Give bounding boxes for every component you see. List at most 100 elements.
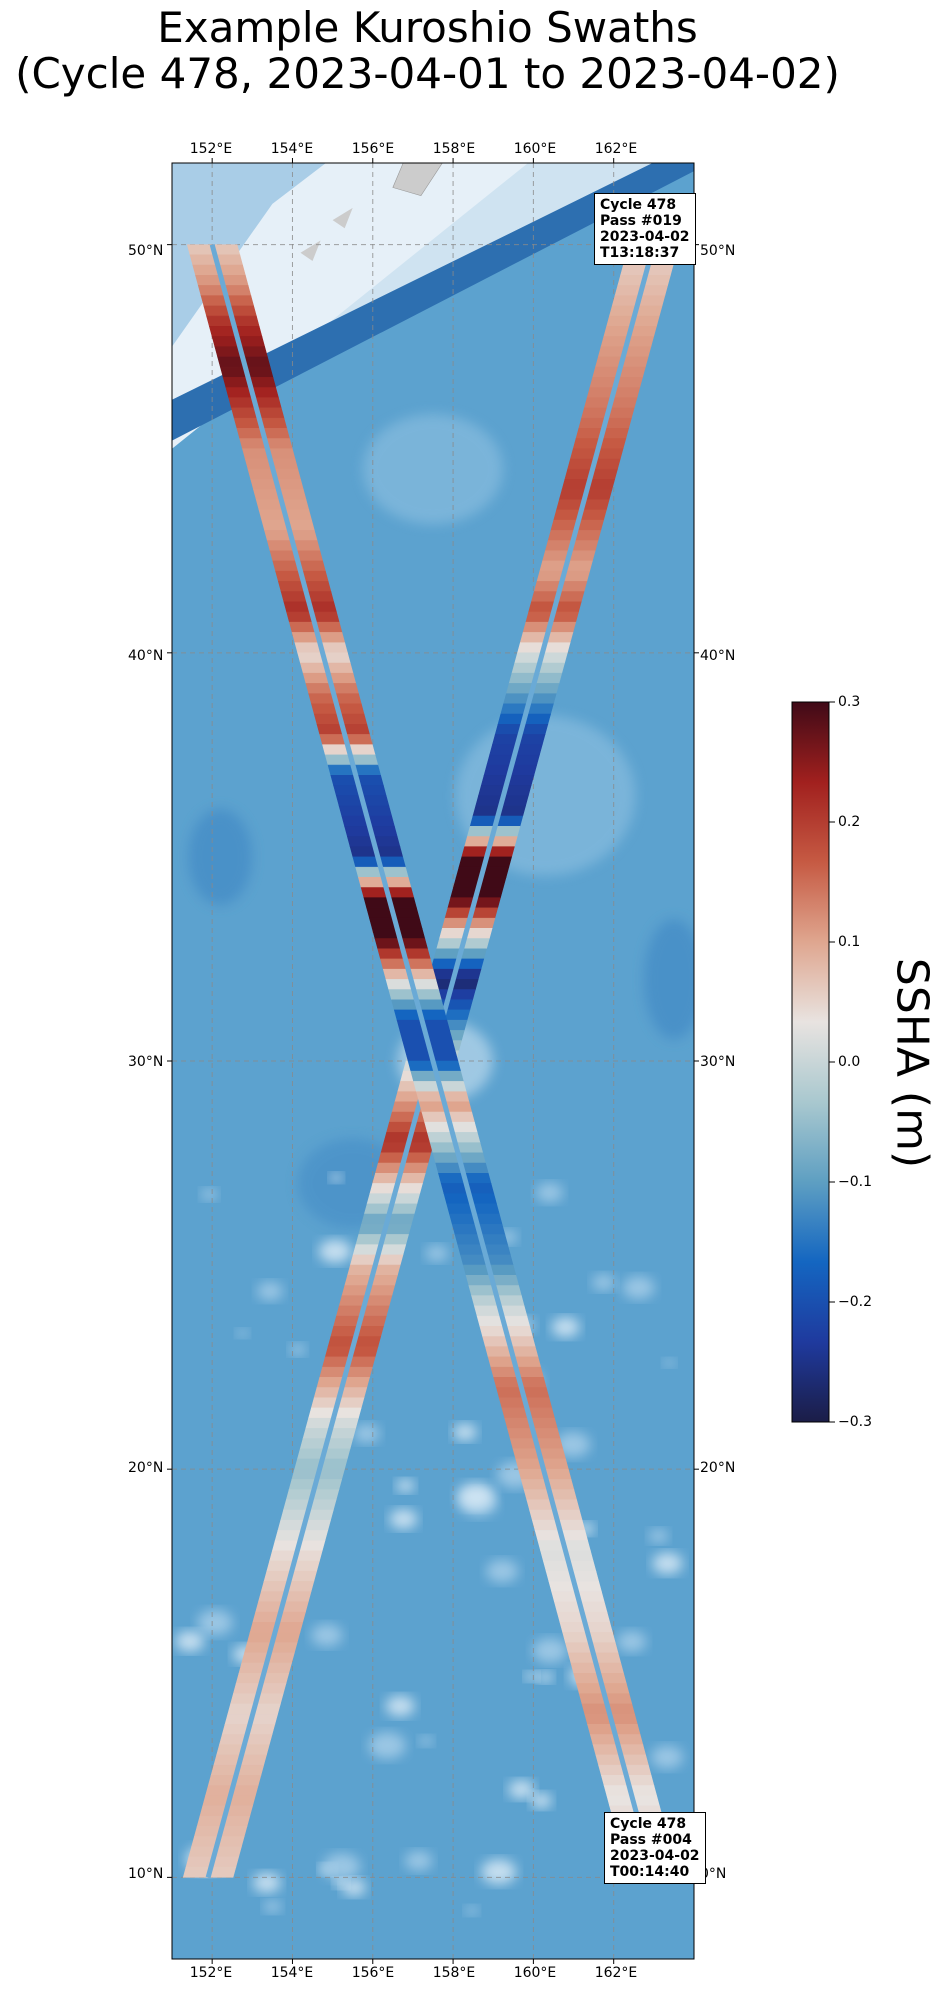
seamount <box>353 1424 380 1443</box>
seamount <box>530 1793 552 1809</box>
lat-tick-left: 10°N <box>128 1866 164 1882</box>
seamount <box>289 1343 306 1356</box>
seamount <box>418 1735 434 1747</box>
seamount <box>341 1878 366 1897</box>
lon-tick-bottom: 154°E <box>270 1965 314 1981</box>
seamount <box>536 1182 564 1203</box>
seamount <box>555 1432 591 1458</box>
lon-tick-bottom: 162°E <box>594 1965 638 1981</box>
seamount <box>524 1671 539 1682</box>
lon-tick-top: 158°E <box>432 141 476 157</box>
seamount <box>465 1905 479 1916</box>
lon-tick-bottom: 152°E <box>189 1965 233 1981</box>
seamount <box>486 1559 519 1583</box>
annotation-line: Cycle 478 <box>610 1816 687 1832</box>
seamount <box>389 1509 418 1530</box>
annotation-line: 2023-04-02 <box>600 229 690 245</box>
colorbar-tick-label: 0.3 <box>838 694 861 710</box>
deep-basin <box>188 808 253 905</box>
lat-tick-right: 40°N <box>700 648 736 664</box>
deep-basin <box>643 919 694 1040</box>
seamount <box>396 1479 415 1493</box>
lon-tick-top: 156°E <box>351 141 395 157</box>
island <box>300 240 321 261</box>
lat-tick-right: 20°N <box>700 1460 736 1476</box>
seamount <box>175 1630 205 1652</box>
tick-marks <box>167 158 699 1964</box>
seamount <box>201 1188 218 1201</box>
colorbar-tick-label: 0.1 <box>838 934 861 950</box>
seamount <box>481 1859 517 1885</box>
colorbar-tick-label: −0.2 <box>838 1294 872 1310</box>
lat-tick-left: 50°N <box>128 243 164 259</box>
lat-tick-right: 30°N <box>700 1054 736 1070</box>
seamount <box>648 1529 669 1544</box>
seamount <box>537 1671 554 1683</box>
lon-tick-top: 154°E <box>270 141 314 157</box>
lat-tick-left: 30°N <box>128 1054 164 1070</box>
pass-019-annotation: Cycle 478 Pass #019 2023-04-02 T13:18:37 <box>594 193 696 265</box>
annotation-line: Pass #004 <box>610 1832 692 1848</box>
colorbar-gradient <box>791 701 830 1423</box>
seamount <box>651 1745 684 1769</box>
annotation-line: T00:14:40 <box>610 1864 690 1880</box>
annotation-line: 2023-04-02 <box>610 1848 700 1864</box>
shatsky-rise <box>363 414 503 525</box>
seamount <box>329 1173 343 1183</box>
title-line-1: Example Kuroshio Swaths <box>157 3 698 52</box>
kuril-trench <box>172 163 694 441</box>
lon-tick-top: 160°E <box>513 141 557 157</box>
seamount <box>551 1317 580 1338</box>
seamount <box>592 1274 616 1291</box>
colorbar <box>791 701 835 1423</box>
colorbar-tick-label: −0.3 <box>838 1414 872 1430</box>
lon-tick-bottom: 160°E <box>513 1965 557 1981</box>
lon-tick-bottom: 158°E <box>432 1965 476 1981</box>
seamount <box>425 1245 449 1262</box>
title-line-2: (Cycle 478, 2023-04-01 to 2023-04-02) <box>15 49 840 98</box>
annotation-line: Cycle 478 <box>600 197 677 213</box>
annotation-line: T13:18:37 <box>600 245 680 261</box>
pass-019-swath <box>182 243 680 1879</box>
lon-tick-top: 152°E <box>189 141 233 157</box>
seamount <box>385 1695 415 1717</box>
seamount <box>333 1878 348 1889</box>
seamount <box>318 1239 352 1263</box>
seamount <box>532 1638 568 1663</box>
seamount <box>652 1552 683 1575</box>
nadir-gap <box>209 243 657 1879</box>
colorbar-label: SSHA (m) <box>886 957 936 1169</box>
seamount <box>508 1780 535 1799</box>
seamount <box>616 1631 647 1653</box>
seamount <box>257 1282 283 1301</box>
lat-tick-left: 20°N <box>128 1460 164 1476</box>
lon-tick-bottom: 156°E <box>351 1965 395 1981</box>
lat-tick-right: 0°N <box>700 1866 727 1882</box>
seamount <box>368 1732 406 1759</box>
seamount <box>236 1328 249 1338</box>
lat-tick-left: 40°N <box>128 648 164 664</box>
lat-tick-right: 50°N <box>700 243 736 259</box>
seamount <box>663 1358 676 1368</box>
colorbar-tick-label: 0.0 <box>838 1054 861 1070</box>
okhotsk-basin <box>172 163 326 347</box>
island <box>332 207 353 229</box>
annotation-line: Pass #019 <box>600 213 682 229</box>
swath-layer <box>182 243 680 1879</box>
colorbar-tick-label: 0.2 <box>838 814 861 830</box>
seamount <box>322 1853 361 1881</box>
seamount <box>252 1872 281 1893</box>
seamount <box>197 1609 233 1636</box>
pass-004-annotation: Cycle 478 Pass #004 2023-04-02 T00:14:40 <box>604 1812 706 1884</box>
colorbar-tick-label: −0.1 <box>838 1174 872 1190</box>
seamount <box>622 1276 655 1300</box>
seamount <box>263 1900 282 1913</box>
lon-tick-top: 162°E <box>594 141 638 157</box>
seamount <box>457 1483 494 1510</box>
seamount <box>453 1423 477 1441</box>
seamount <box>311 1624 343 1647</box>
kamchatka-land <box>392 163 443 197</box>
seamount <box>404 1851 433 1871</box>
